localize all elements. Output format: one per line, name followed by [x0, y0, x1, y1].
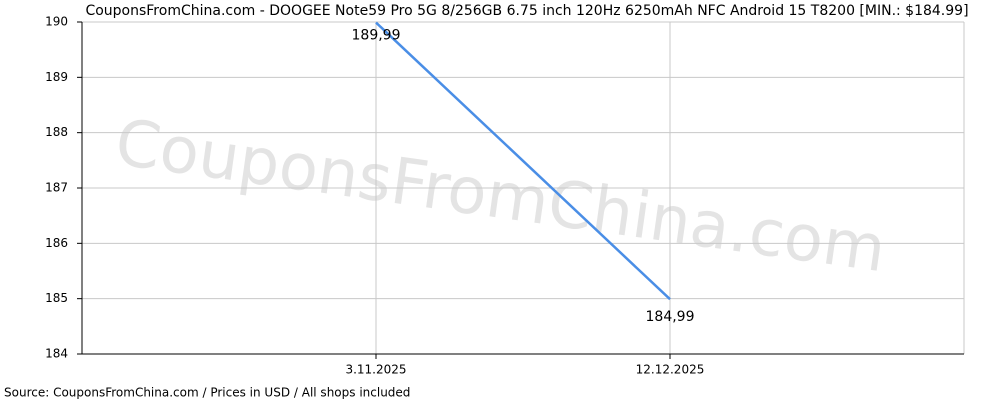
- x-tick-label: 12.12.2025: [636, 363, 705, 377]
- source-note: Source: CouponsFromChina.com / Prices in…: [4, 386, 410, 400]
- chart-title: CouponsFromChina.com - DOOGEE Note59 Pro…: [85, 3, 968, 19]
- y-tick-label: 190: [45, 15, 68, 29]
- y-tick-label: 185: [45, 291, 68, 305]
- price-line: [375, 21, 671, 301]
- x-tick-label: 3.11.2025: [345, 363, 406, 377]
- value-label: 189,99: [352, 28, 401, 44]
- y-tick-label: 187: [45, 181, 68, 195]
- y-tick-label: 189: [45, 70, 68, 84]
- value-label: 184,99: [646, 309, 695, 325]
- y-tick-label: 186: [45, 236, 68, 250]
- y-tick-label: 188: [45, 125, 68, 139]
- y-tick-label: 184: [45, 347, 68, 361]
